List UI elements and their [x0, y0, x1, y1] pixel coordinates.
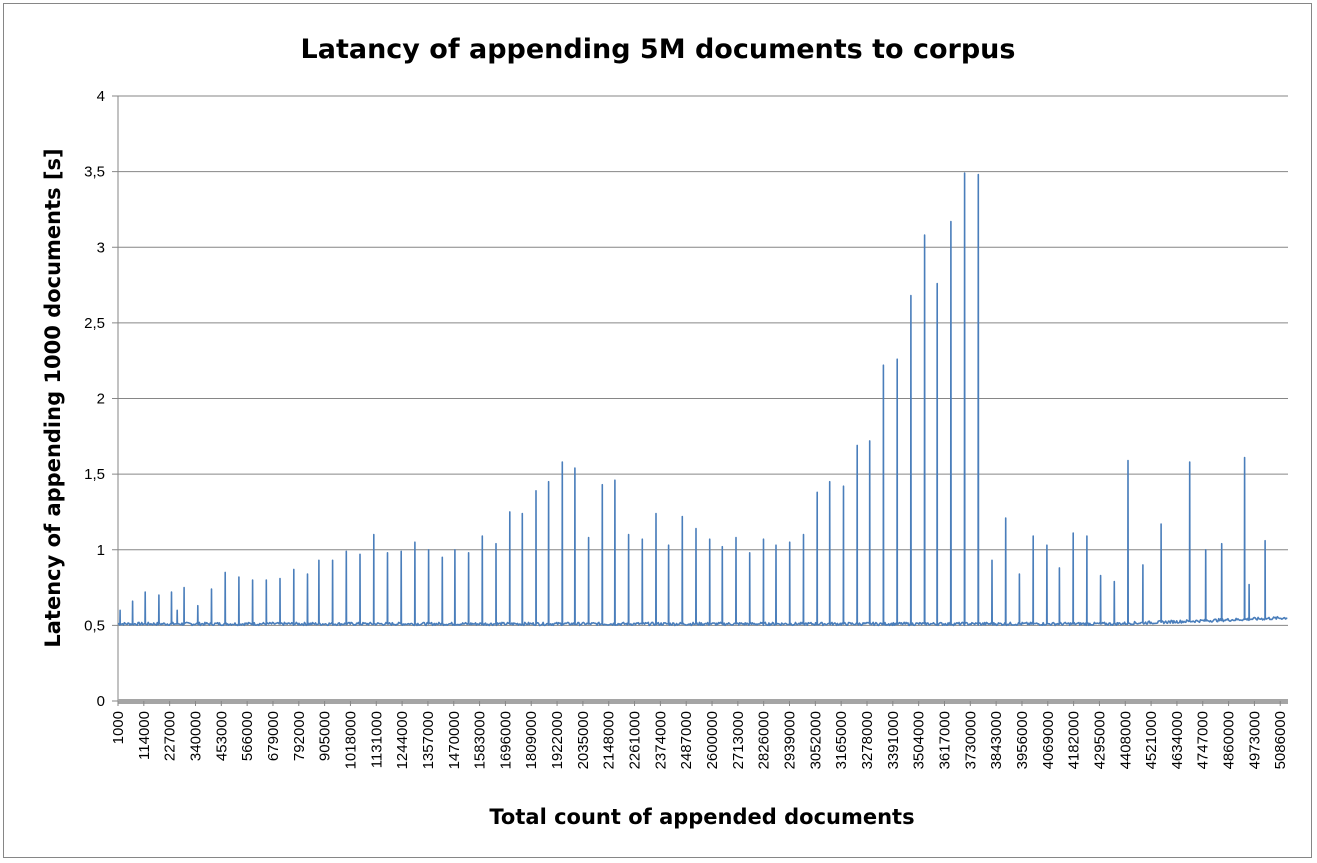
x-tick-label: 4408000: [1117, 711, 1134, 769]
x-tick-label: 3504000: [911, 711, 928, 769]
x-tick-label: 4295000: [1091, 711, 1108, 769]
series-line: [117, 172, 1288, 627]
y-tick-label: 3: [97, 239, 105, 256]
x-tick-label: 1357000: [420, 711, 437, 769]
y-tick-label: 2: [97, 391, 105, 408]
x-tick-label: 3617000: [936, 711, 953, 769]
x-tick-label: 1000: [110, 711, 127, 744]
y-tick-label: 0,5: [84, 617, 105, 634]
x-tick-label: 3730000: [962, 711, 979, 769]
x-tick-label: 2035000: [575, 711, 592, 769]
x-tick-label: 4973000: [1246, 711, 1263, 769]
x-tick-label: 792000: [291, 711, 308, 761]
x-tick-label: 1244000: [394, 711, 411, 769]
y-axis-title: Latency of appending 1000 documents [s]: [41, 148, 65, 647]
x-tick-label: 4182000: [1066, 711, 1083, 769]
x-tick-label: 2261000: [627, 711, 644, 769]
x-tick-label: 3843000: [988, 711, 1005, 769]
x-tick-label: 1470000: [446, 711, 463, 769]
x-tick-label: 2374000: [652, 711, 669, 769]
x-tick-label: 2826000: [756, 711, 773, 769]
x-tick-label: 340000: [187, 711, 204, 761]
x-tick-label: 2713000: [730, 711, 747, 769]
x-tick-label: 227000: [162, 711, 179, 761]
x-tick-label: 3052000: [807, 711, 824, 769]
x-tick-label: 2487000: [678, 711, 695, 769]
x-tick-label: 4860000: [1221, 711, 1238, 769]
x-tick-label: 905000: [317, 711, 334, 761]
y-tick-label: 0: [97, 693, 105, 710]
x-tick-label: 4747000: [1195, 711, 1212, 769]
y-tick-label: 3,5: [84, 164, 105, 181]
chart-area: [3, 3, 1312, 858]
x-tick-label: 1809000: [523, 711, 540, 769]
x-tick-label: 4069000: [1040, 711, 1057, 769]
x-tick-label: 3391000: [885, 711, 902, 769]
x-tick-label: 4521000: [1143, 711, 1160, 769]
x-tick-label: 3278000: [859, 711, 876, 769]
x-tick-label: 2148000: [601, 711, 618, 769]
x-tick-label: 3165000: [833, 711, 850, 769]
x-tick-label: 3956000: [1014, 711, 1031, 769]
y-tick-label: 4: [97, 88, 105, 105]
x-tick-label: 2600000: [704, 711, 721, 769]
x-axis-ticks: 1000 114000 227000 340000 453000 566000 679000…: [110, 701, 1289, 769]
x-tick-label: 5086000: [1272, 711, 1289, 769]
x-tick-label: 1583000: [472, 711, 489, 769]
x-tick-label: 679000: [265, 711, 282, 761]
y-tick-label: 1: [97, 542, 105, 559]
y-tick-label: 1,5: [84, 466, 105, 483]
x-tick-label: 566000: [239, 711, 256, 761]
x-tick-label: 2939000: [782, 711, 799, 769]
y-tick-label: 2,5: [84, 315, 105, 332]
x-tick-label: 4634000: [1169, 711, 1186, 769]
x-tick-label: 1696000: [497, 711, 514, 769]
x-axis-title: Total count of appended documents: [489, 805, 914, 829]
x-tick-label: 453000: [213, 711, 230, 761]
chart-title: Latancy of appending 5M documents to cor…: [301, 34, 1016, 65]
x-tick-label: 1922000: [549, 711, 566, 769]
x-tick-label: 114000: [136, 711, 153, 760]
y-axis-ticks: 0 0,5 1 1,5 2 2,5 3 3,5 4: [84, 88, 118, 710]
x-axis-line: [118, 699, 1288, 704]
x-tick-label: 1131000: [368, 711, 385, 768]
x-tick-label: 1018000: [342, 711, 359, 769]
series-layer: [117, 172, 1288, 627]
